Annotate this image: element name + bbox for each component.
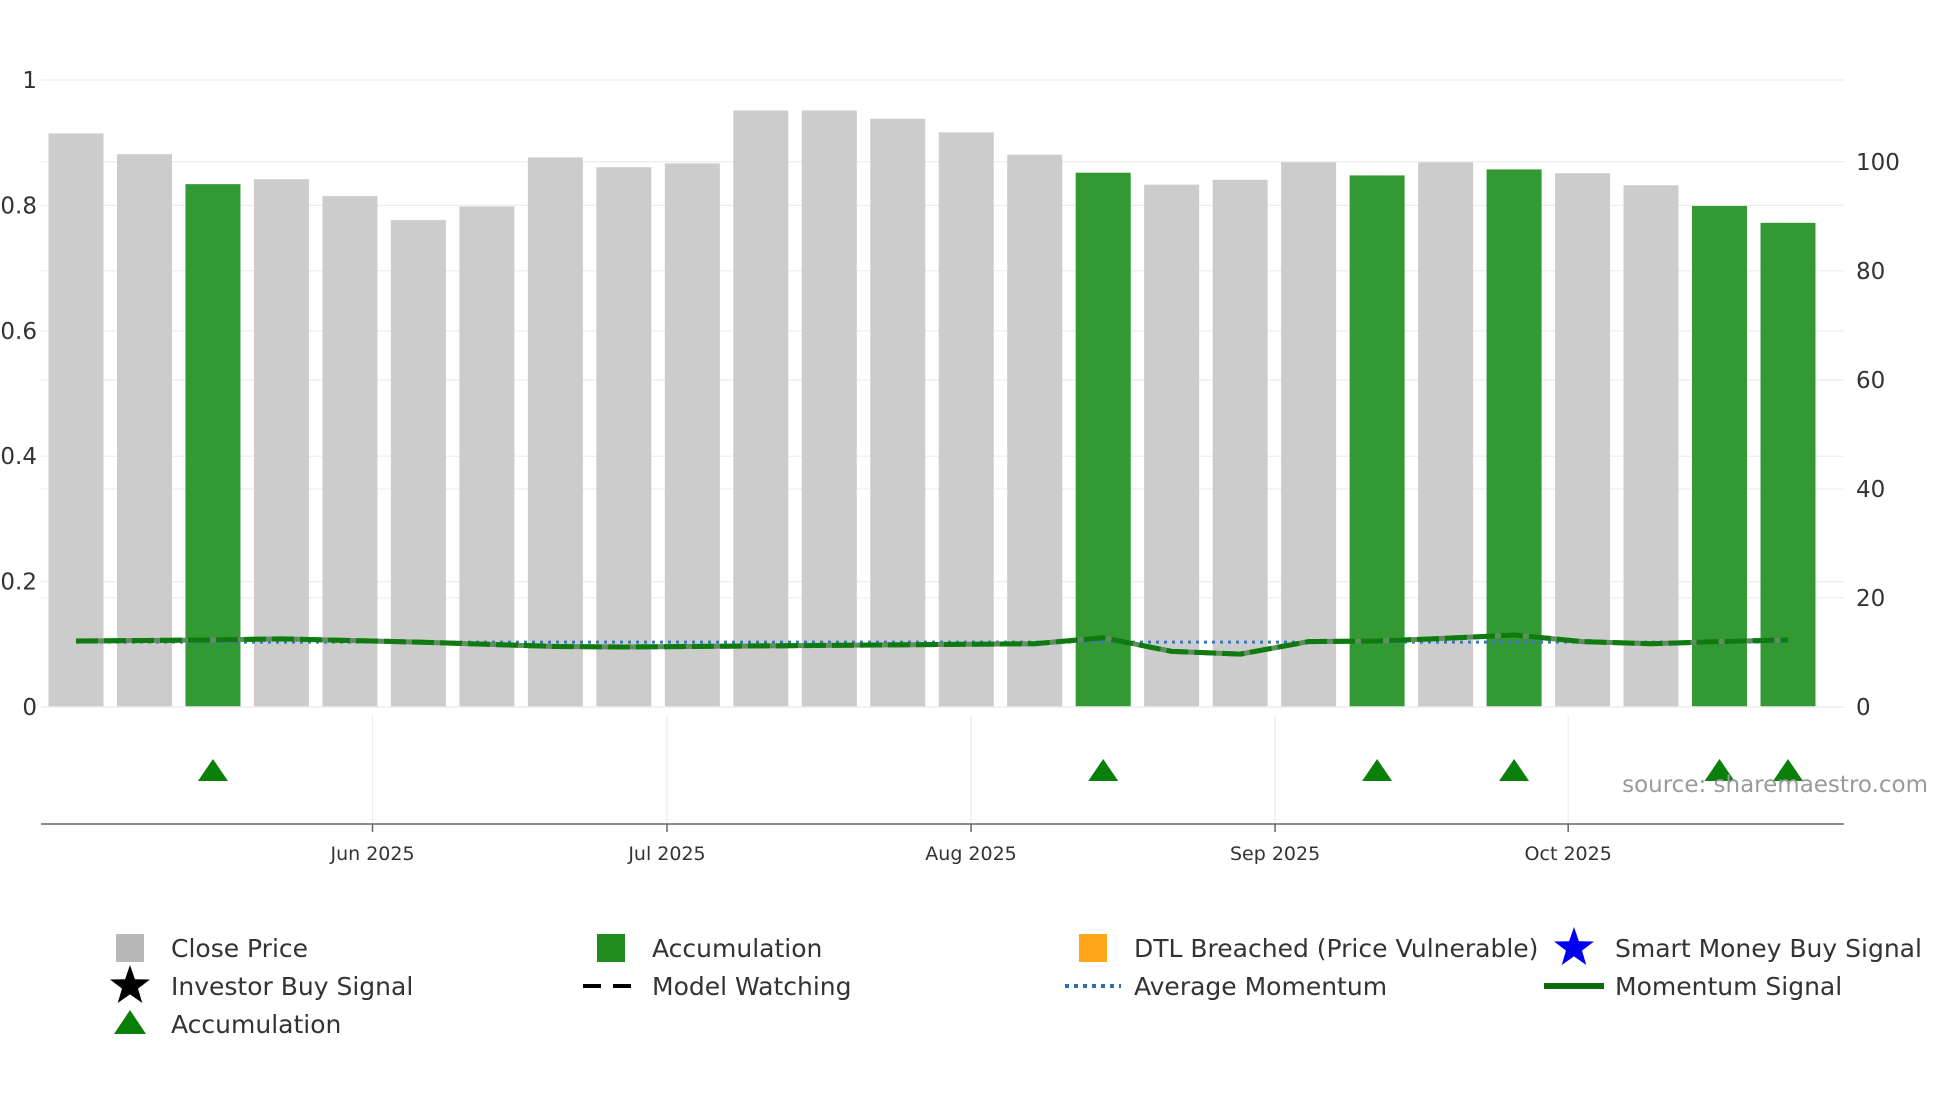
- legend-item: Model Watching: [583, 972, 852, 1001]
- close-price-bar: [596, 167, 652, 707]
- accumulation-bar: [1349, 175, 1405, 708]
- accumulation-triangle-marker: [1088, 759, 1119, 781]
- accumulation-bar: [1760, 222, 1816, 707]
- legend-label: Accumulation: [171, 1010, 341, 1039]
- close-price-bar: [1281, 162, 1337, 707]
- legend-item: DTL Breached (Price Vulnerable): [1079, 934, 1538, 963]
- x-axis-ticks: Jun 2025 Jul 2025 Aug 2025 Sep 2025 Oct 2025: [329, 824, 1612, 865]
- close-price-bar: [322, 196, 378, 708]
- legend-item: Close Price: [116, 934, 308, 963]
- close-price-bar: [48, 133, 104, 708]
- legend-item: Accumulation: [597, 934, 822, 963]
- close-price-bar: [938, 132, 994, 707]
- legend-star-icon: [1554, 927, 1594, 965]
- legend-item: Accumulation: [114, 1010, 341, 1039]
- legend-label: Momentum Signal: [1615, 972, 1842, 1001]
- close-price-bar: [801, 110, 857, 708]
- right-tick-label: 20: [1856, 586, 1885, 612]
- right-tick-label: 60: [1856, 368, 1885, 394]
- close-price-bar: [1212, 179, 1268, 707]
- close-price-bar: [390, 220, 446, 708]
- accumulation-bar: [185, 184, 241, 707]
- close-price-bar: [733, 110, 789, 708]
- left-tick-label: 0.4: [0, 444, 37, 470]
- close-price-bar: [253, 179, 309, 708]
- legend-label: DTL Breached (Price Vulnerable): [1134, 934, 1538, 963]
- right-tick-label: 100: [1856, 150, 1900, 176]
- close-price-bar: [1144, 184, 1200, 707]
- right-tick-label: 40: [1856, 477, 1885, 503]
- close-price-bar: [1007, 154, 1063, 708]
- price-bars: [41, 110, 1844, 708]
- close-price-bar: [527, 157, 583, 707]
- accumulation-bar: [1692, 205, 1748, 707]
- left-tick-label: 1: [22, 68, 37, 94]
- x-tick-label: Aug 2025: [925, 843, 1017, 865]
- accumulation-triangle-marker: [1773, 759, 1803, 781]
- left-tick-label: 0.2: [0, 570, 37, 596]
- model-watching-line: [75, 632, 1789, 657]
- legend-label: Investor Buy Signal: [171, 972, 413, 1001]
- legend-star-icon: [110, 965, 150, 1003]
- x-tick-label: Oct 2025: [1525, 843, 1612, 865]
- legend-swatch-square: [597, 934, 625, 962]
- legend-label: Average Momentum: [1134, 972, 1387, 1001]
- close-price-bar: [1623, 185, 1679, 708]
- close-price-bar: [459, 206, 515, 708]
- legend-label: Smart Money Buy Signal: [1615, 934, 1922, 963]
- right-axis-ticks: 0 20 40 60 80 100: [1856, 150, 1900, 721]
- legend-label: Model Watching: [652, 972, 852, 1001]
- left-tick-label: 0.8: [0, 193, 37, 219]
- accumulation-triangle-marker: [1362, 759, 1393, 781]
- close-price-bar: [664, 163, 720, 707]
- source-label: source: sharemaestro.com: [1622, 772, 1928, 798]
- legend-item: Investor Buy Signal: [110, 965, 413, 1003]
- legend-item: Average Momentum: [1065, 972, 1387, 1001]
- accumulation-triangle-marker: [197, 759, 228, 781]
- left-tick-label: 0: [22, 695, 37, 721]
- accumulation-triangle-marker: [1704, 759, 1735, 781]
- x-tick-label: Sep 2025: [1230, 843, 1320, 865]
- accumulation-triangle-marker: [1499, 759, 1530, 781]
- legend-label: Accumulation: [652, 934, 822, 963]
- close-price-bar: [116, 154, 172, 708]
- legend-swatch-square: [116, 934, 144, 962]
- close-price-bar: [1555, 173, 1611, 707]
- legend-label: Close Price: [171, 934, 308, 963]
- close-price-bar: [1418, 162, 1474, 707]
- left-tick-label: 0.6: [0, 319, 37, 345]
- legend-item: Momentum Signal: [1544, 972, 1842, 1001]
- left-axis-ticks: 0 0.2 0.4 0.6 0.8 1: [0, 68, 37, 721]
- legend-triangle-icon: [114, 1010, 146, 1034]
- right-tick-label: 80: [1856, 259, 1885, 285]
- right-tick-label: 0: [1856, 695, 1871, 721]
- close-price-bar: [870, 118, 926, 707]
- accumulation-markers: [197, 759, 1803, 781]
- momentum-lines: [75, 632, 1789, 657]
- legend-item: Smart Money Buy Signal: [1554, 927, 1922, 965]
- legend: Close Price Accumulation DTL Breached (Pri…: [110, 927, 1922, 1039]
- accumulation-bar: [1075, 172, 1131, 707]
- accumulation-bar: [1486, 169, 1542, 707]
- x-tick-label: Jun 2025: [329, 843, 414, 865]
- x-tick-label: Jul 2025: [627, 843, 705, 865]
- legend-swatch-square: [1079, 934, 1107, 962]
